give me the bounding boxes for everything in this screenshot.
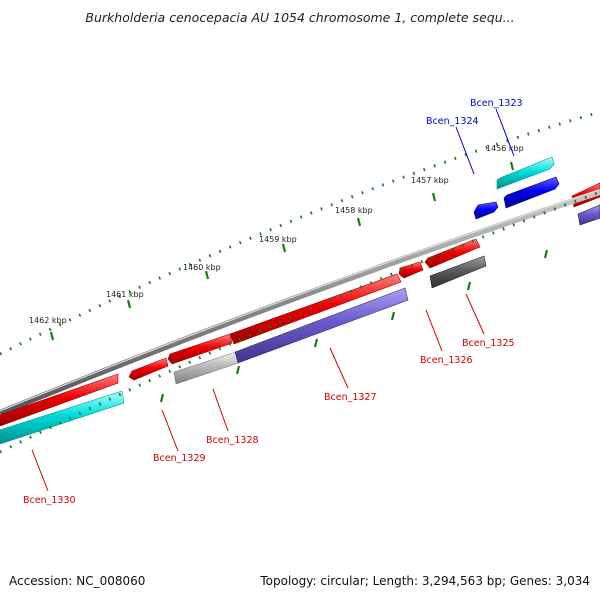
scale-label-1460: 1460 kbp xyxy=(183,263,221,272)
genome-summary-text: Topology: circular; Length: 3,294,563 bp… xyxy=(260,574,590,588)
accession-text: Accession: NC_008060 xyxy=(9,574,146,588)
outer-scale-ring xyxy=(0,110,600,356)
chromosome-backbone xyxy=(0,189,600,416)
gene-label-bcen-1323[interactable]: Bcen_1323 xyxy=(470,98,523,109)
gene-bcen-1326-arrow[interactable] xyxy=(398,261,424,279)
scale-labels: 1456 kbp 1457 kbp 1458 kbp 1459 kbp 1460… xyxy=(29,144,524,325)
inner-scale-ring xyxy=(0,190,600,454)
gene-bcen-1325-red-arrow[interactable] xyxy=(424,238,481,269)
gene-bcen-1328-red-arrow[interactable] xyxy=(167,333,233,365)
gene-label-bcen-1324[interactable]: Bcen_1324 xyxy=(426,116,479,127)
outer-ring-major-ticks xyxy=(49,161,515,341)
scale-label-1458: 1458 kbp xyxy=(335,206,373,215)
gene-bcen-1327-violet-bar[interactable] xyxy=(234,287,409,364)
gene-label-bcen-1327[interactable]: Bcen_1327 xyxy=(324,392,377,403)
scale-label-1461: 1461 kbp xyxy=(106,290,144,299)
reverse-strand-features xyxy=(0,204,600,445)
map-title: Burkholderia cenocepacia AU 1054 chromos… xyxy=(85,10,515,25)
gene-right-edge-dark-bar[interactable] xyxy=(577,204,600,226)
gene-bcen-1330-cyan-bar[interactable] xyxy=(0,390,125,445)
gene-bcen-1325-dark-bar[interactable] xyxy=(429,255,487,289)
chromosome-backbone-highlight xyxy=(0,189,600,412)
label-leader-lines xyxy=(31,108,515,492)
gene-bcen-1324-left-arrow[interactable] xyxy=(473,201,499,220)
gene-bcen-1323-arrow[interactable] xyxy=(496,156,555,190)
scale-label-1459: 1459 kbp xyxy=(259,235,297,244)
gene-labels: Bcen_1323 Bcen_1324 Bcen_1325 Bcen_1326 … xyxy=(23,98,523,506)
gene-label-bcen-1326[interactable]: Bcen_1326 xyxy=(420,355,473,366)
gene-label-bcen-1330[interactable]: Bcen_1330 xyxy=(23,495,76,506)
gene-label-bcen-1325[interactable]: Bcen_1325 xyxy=(462,338,515,349)
inner-ring-major-ticks xyxy=(159,249,549,403)
gene-bcen-1324-right-arrow[interactable] xyxy=(503,176,560,209)
forward-strand-features xyxy=(473,156,600,220)
scale-label-1462: 1462 kbp xyxy=(29,316,67,325)
scale-label-1456: 1456 kbp xyxy=(486,144,524,153)
gene-label-bcen-1329[interactable]: Bcen_1329 xyxy=(153,453,206,464)
gene-bcen-1330-red-bar[interactable] xyxy=(0,373,119,427)
gene-label-bcen-1328[interactable]: Bcen_1328 xyxy=(206,435,259,446)
scale-label-1457: 1457 kbp xyxy=(411,176,449,185)
gene-bcen-1329-arrow[interactable] xyxy=(128,357,169,381)
gene-bcen-1327-red-arrow[interactable] xyxy=(229,273,402,345)
